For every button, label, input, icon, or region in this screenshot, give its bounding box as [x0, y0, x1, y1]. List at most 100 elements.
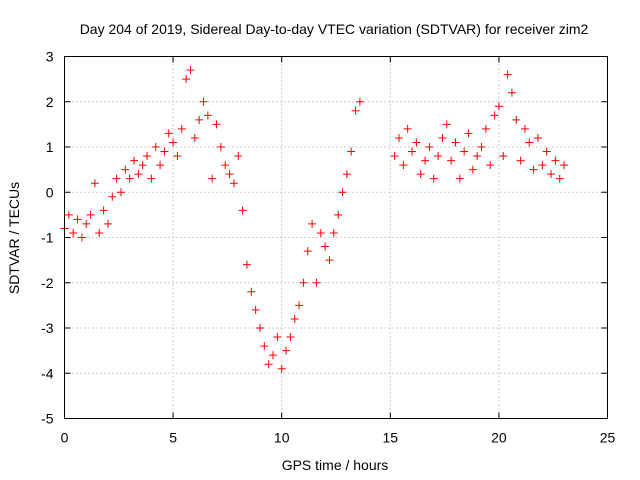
- data-point: [234, 152, 243, 161]
- data-point: [82, 219, 91, 228]
- data-point: [108, 192, 117, 201]
- data-point: [282, 346, 291, 355]
- data-point: [555, 174, 564, 183]
- data-point: [325, 256, 334, 265]
- plot-frame: [64, 56, 608, 419]
- data-point: [303, 247, 312, 256]
- data-point: [73, 215, 82, 224]
- x-tick-label: 15: [383, 430, 399, 446]
- data-point: [260, 342, 269, 351]
- data-point: [451, 138, 460, 147]
- data-point: [160, 147, 169, 156]
- data-point: [334, 210, 343, 219]
- data-point: [542, 147, 551, 156]
- data-point: [412, 138, 421, 147]
- data-point: [538, 161, 547, 170]
- data-point: [143, 152, 152, 161]
- data-point: [512, 115, 521, 124]
- data-point: [434, 152, 443, 161]
- x-tick-label: 25: [600, 430, 616, 446]
- data-point: [208, 174, 217, 183]
- data-point: [460, 147, 469, 156]
- data-point: [169, 138, 178, 147]
- data-point: [533, 133, 542, 142]
- data-point: [308, 219, 317, 228]
- data-point: [547, 170, 556, 179]
- data-point: [221, 161, 230, 170]
- y-tick-label: 2: [46, 94, 54, 110]
- data-point: [156, 161, 165, 170]
- data-point: [134, 170, 143, 179]
- data-point: [121, 165, 130, 174]
- data-point: [486, 161, 495, 170]
- data-point: [203, 111, 212, 120]
- data-point: [299, 278, 308, 287]
- data-point: [455, 174, 464, 183]
- x-tick-label: 20: [491, 430, 507, 446]
- data-point: [425, 143, 434, 151]
- data-point: [64, 210, 73, 219]
- data-point: [212, 120, 221, 129]
- data-point: [520, 124, 529, 133]
- data-point: [86, 210, 95, 219]
- y-axis-label: SDTVAR / TECUs: [6, 182, 22, 294]
- x-axis-label: GPS time / hours: [282, 457, 389, 473]
- data-point: [351, 106, 360, 115]
- data-point: [147, 174, 156, 183]
- ticks-layer: [64, 56, 608, 419]
- data-point: [177, 124, 186, 133]
- y-tick-label: -4: [41, 365, 54, 381]
- data-point: [264, 360, 273, 369]
- x-tick-label: 0: [61, 430, 69, 446]
- data-point: [69, 228, 78, 237]
- data-point: [560, 161, 569, 170]
- data-point: [468, 165, 477, 174]
- data-point: [329, 228, 338, 237]
- data-point: [525, 138, 534, 147]
- data-point: [403, 124, 412, 133]
- data-point: [290, 314, 299, 323]
- y-tick-label: 3: [46, 49, 54, 65]
- data-point: [216, 143, 225, 151]
- data-point: [551, 156, 560, 165]
- data-point: [503, 70, 512, 79]
- data-point: [347, 147, 356, 156]
- data-point: [269, 351, 278, 360]
- data-point: [195, 115, 204, 124]
- data-point: [408, 147, 417, 156]
- data-point: [225, 170, 234, 179]
- data-point: [321, 242, 330, 251]
- data-point: [464, 129, 473, 138]
- data-point: [242, 260, 251, 269]
- data-point: [112, 174, 121, 183]
- data-point: [173, 152, 182, 161]
- data-point: [77, 233, 86, 242]
- data-point: [421, 156, 430, 165]
- data-point: [116, 188, 125, 197]
- data-point: [238, 206, 247, 215]
- data-point: [477, 143, 486, 151]
- data-point: [229, 179, 238, 188]
- data-point: [481, 124, 490, 133]
- data-point: [442, 120, 451, 129]
- y-tick-label: -1: [41, 230, 54, 246]
- data-point: [447, 156, 456, 165]
- data-point: [355, 97, 364, 106]
- data-point: [190, 133, 199, 142]
- data-point: [490, 111, 499, 120]
- data-point: [499, 152, 508, 161]
- data-point: [247, 287, 256, 296]
- data-point: [151, 143, 160, 151]
- data-point: [316, 228, 325, 237]
- y-tick-label: -3: [41, 320, 54, 336]
- data-point: [164, 129, 173, 138]
- data-point: [416, 170, 425, 179]
- data-point: [277, 364, 286, 373]
- data-point: [342, 170, 351, 179]
- tick-labels: 0 5 10 15 20 25 -5 -4 -3 -2 -1 0 1 2 3: [41, 49, 615, 446]
- data-point: [516, 156, 525, 165]
- data-point: [494, 102, 503, 111]
- data-point: [273, 333, 282, 342]
- chart-title: Day 204 of 2019, Sidereal Day-to-day VTE…: [80, 21, 589, 37]
